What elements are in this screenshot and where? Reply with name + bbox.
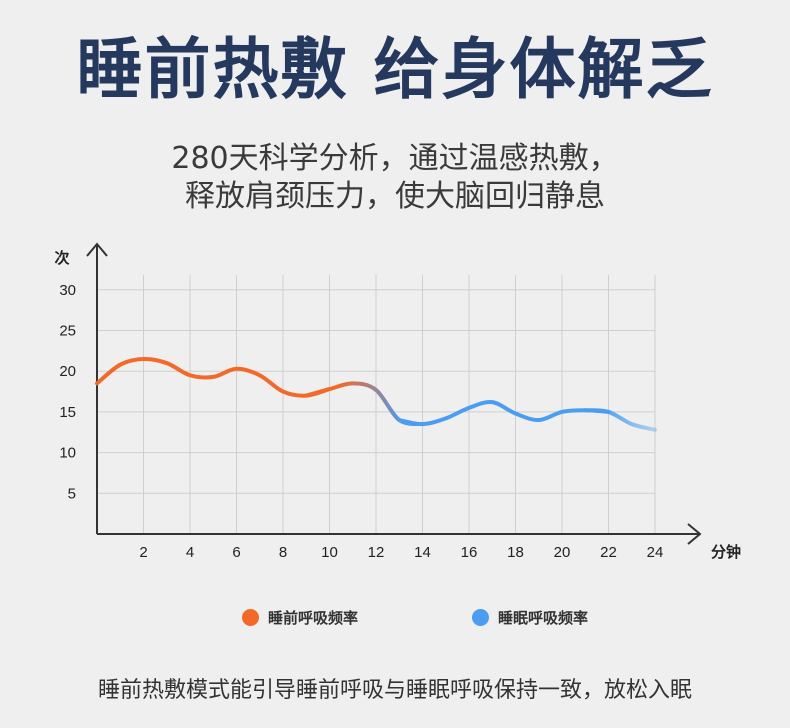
series-line-sleep xyxy=(397,399,611,427)
legend-label: 睡眠呼吸频率 xyxy=(498,609,589,627)
legend-item-pre-sleep: 睡前呼吸频率 xyxy=(242,607,358,628)
legend-dot-icon xyxy=(242,609,259,626)
x-tick-label: 20 xyxy=(554,544,571,561)
subtitle-line-1: 280天科学分析，通过温感热敷， xyxy=(171,141,619,176)
axes xyxy=(86,242,702,545)
x-tick-label: 24 xyxy=(647,544,664,561)
legend-label: 睡前呼吸频率 xyxy=(268,609,359,627)
y-tick-label: 15 xyxy=(59,404,76,421)
x-tick-label: 10 xyxy=(321,544,338,561)
x-tick-label: 12 xyxy=(368,544,385,561)
legend-dot-icon xyxy=(472,609,489,626)
subtitle: 280天科学分析，通过温感热敷， 释放肩颈压力，使大脑回归静息 xyxy=(0,140,790,216)
y-tick-label: 25 xyxy=(59,323,76,340)
x-tick-label: 2 xyxy=(139,544,147,561)
legend-item-sleep: 睡眠呼吸频率 xyxy=(472,607,588,628)
y-tick-label: 10 xyxy=(59,445,76,462)
page-title: 睡前热敷 给身体解乏 xyxy=(76,31,714,108)
x-tick-label: 16 xyxy=(461,544,478,561)
y-tick-label: 30 xyxy=(59,282,76,299)
x-tick-label: 14 xyxy=(414,544,431,561)
series-line-pre-sleep xyxy=(95,356,332,398)
x-axis-arrow-icon xyxy=(687,523,702,545)
series-line-sleep-tail xyxy=(583,408,657,432)
y-tick-label: 20 xyxy=(59,363,76,380)
x-tick-label: 8 xyxy=(279,544,287,561)
x-tick-label: 4 xyxy=(186,544,194,561)
x-tick-label: 22 xyxy=(600,544,617,561)
x-axis-label: 分钟 xyxy=(711,543,741,561)
y-axis-label: 次 xyxy=(54,249,69,267)
series-line-transition xyxy=(304,381,425,427)
subtitle-line-2: 释放肩颈压力，使大脑回归静息 xyxy=(185,179,605,214)
legend: 睡前呼吸频率 睡眠呼吸频率 xyxy=(0,607,790,633)
series-lines xyxy=(95,356,657,432)
footer-caption: 睡前热敷模式能引导睡前呼吸与睡眠呼吸保持一致，放松入眠 xyxy=(97,678,692,703)
x-tick-label: 18 xyxy=(507,544,524,561)
y-axis-arrow-icon xyxy=(86,242,108,257)
x-tick-label: 6 xyxy=(232,544,240,561)
y-tick-label: 5 xyxy=(68,485,76,502)
grid-lines xyxy=(97,274,656,534)
